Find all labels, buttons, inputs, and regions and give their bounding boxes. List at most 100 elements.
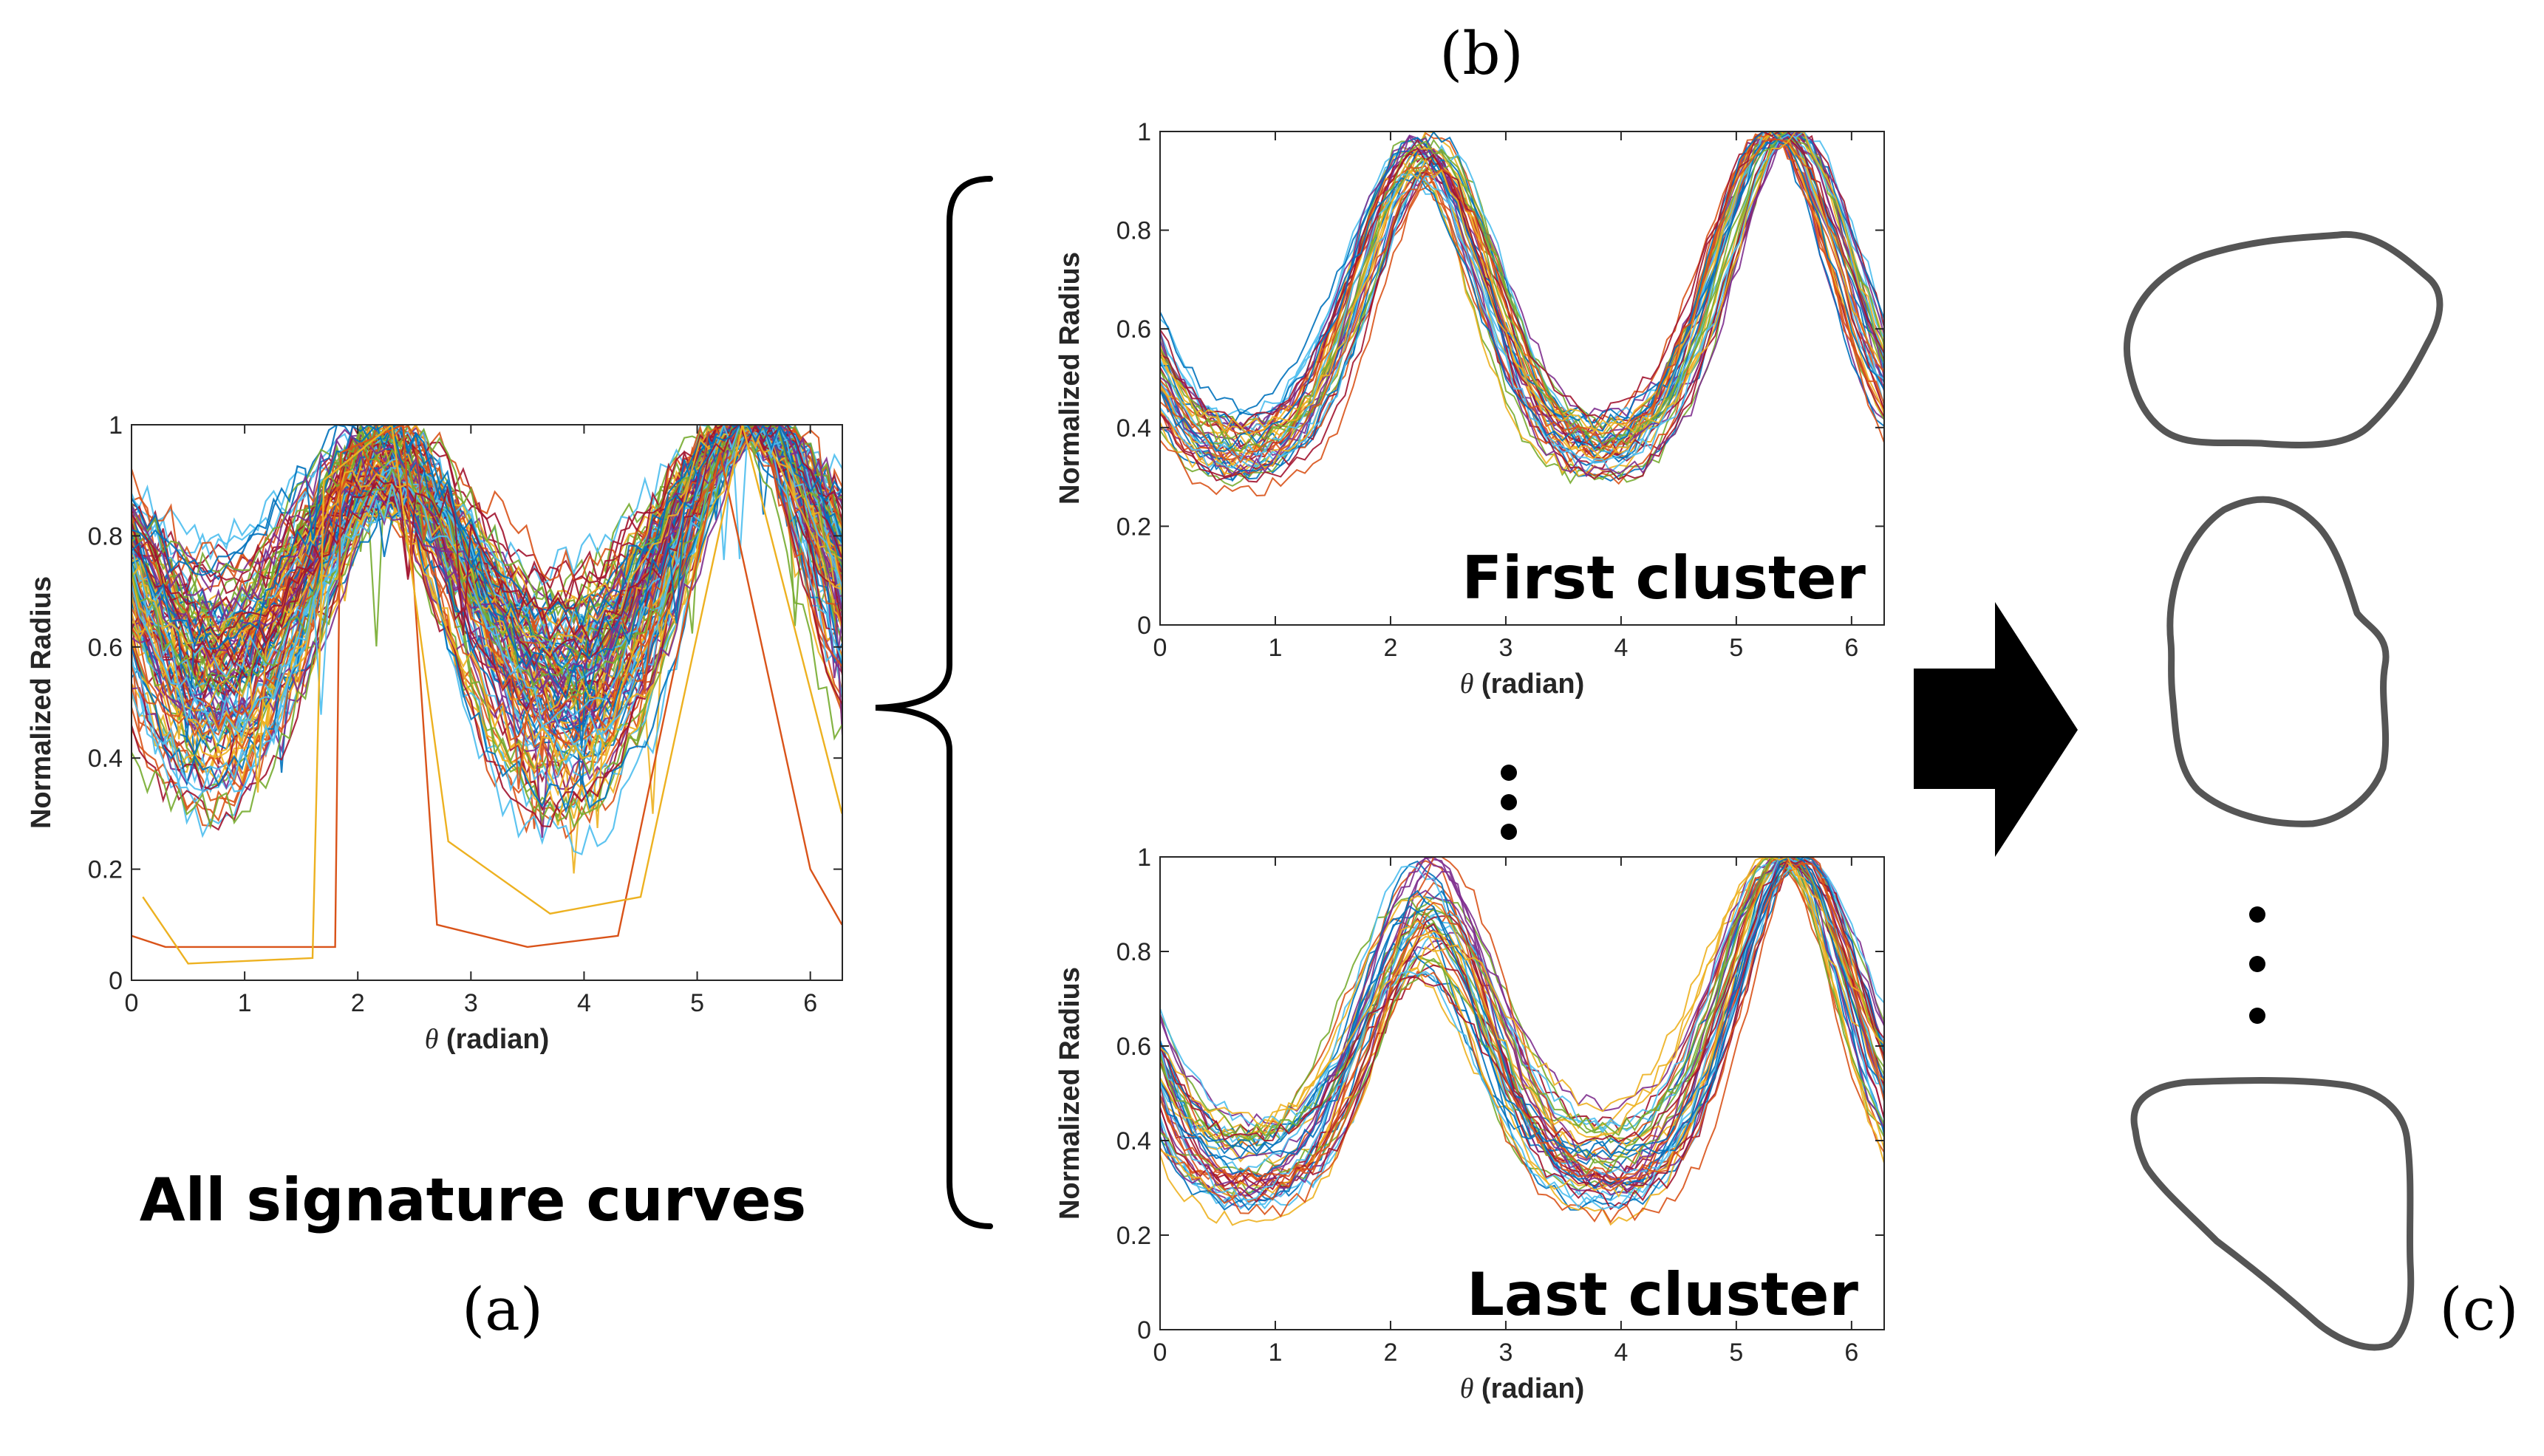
plot-frame — [131, 424, 843, 981]
series-group — [132, 425, 842, 965]
ellipsis-dot — [2249, 956, 2265, 972]
series-line — [1160, 131, 1884, 472]
series-line — [1160, 857, 1884, 1141]
chart-first-cluster: 0 1 2 3 4 5 6 0 0.2 0.4 0.6 0.8 1 θ (radian) Normalize… — [1054, 118, 1885, 700]
series-line — [1160, 131, 1884, 437]
series-line — [132, 425, 842, 700]
y-tick-label: 0.2 — [88, 856, 123, 884]
series-line — [1160, 857, 1884, 1197]
series-line — [1160, 131, 1884, 465]
series-line — [1160, 857, 1884, 1161]
x-tick-label: 5 — [1729, 634, 1743, 662]
x-axis-label: θ (radian) — [1460, 669, 1585, 700]
series-line — [1160, 131, 1884, 437]
series-line — [1160, 131, 1884, 464]
y-tick-label: 0.8 — [1116, 938, 1151, 966]
series-line — [1160, 857, 1884, 1128]
series-line — [1160, 131, 1884, 431]
x-tick-label: 2 — [351, 989, 365, 1017]
series-line — [1160, 131, 1884, 457]
cluster-annotation: Last cluster — [1467, 1260, 1859, 1329]
series-line — [1160, 131, 1884, 435]
x-tick-label: 6 — [1844, 1339, 1858, 1367]
x-tick-label: 0 — [125, 989, 139, 1017]
series-line — [1160, 131, 1884, 478]
y-tick-label: 0.6 — [88, 634, 123, 662]
series-line — [132, 425, 842, 703]
series-line — [132, 425, 842, 643]
x-tick-label: 2 — [1383, 1339, 1397, 1367]
series-line — [1160, 859, 1884, 1183]
shape-top — [2124, 230, 2444, 449]
x-tick-label: 6 — [803, 989, 817, 1017]
series-line — [1160, 131, 1884, 452]
ellipsis-dot — [2249, 1008, 2265, 1024]
series-line — [1160, 131, 1884, 434]
chart-all-signature-curves: 0 1 2 3 4 5 6 0 0.2 0.4 0.6 0.8 1 θ (radian) Normalize… — [26, 411, 843, 1055]
y-tick-label: 0.4 — [88, 745, 123, 773]
series-line-outlier-1 — [132, 425, 842, 949]
series-line — [1160, 131, 1884, 474]
x-tick-label: 1 — [238, 989, 252, 1017]
series-line — [132, 431, 842, 732]
cluster-annotation: First cluster — [1462, 544, 1866, 612]
arrow-right-icon — [1914, 602, 2078, 857]
shape-middle — [2166, 496, 2390, 827]
series-line — [1160, 857, 1884, 1197]
y-tick-label: 1 — [109, 411, 123, 440]
ellipsis-between-shapes — [2249, 906, 2265, 1024]
series-line — [132, 425, 842, 697]
series-line — [1160, 857, 1884, 1159]
y-tick-label: 0.6 — [1116, 1033, 1151, 1061]
brace — [875, 176, 993, 1229]
series-line — [1160, 135, 1884, 448]
y-axis-label: Normalized Radius — [1054, 252, 1085, 505]
series-line — [1160, 857, 1884, 1211]
x-tick-label: 4 — [1614, 634, 1628, 662]
y-tick-label: 0.4 — [1116, 414, 1151, 442]
y-tick-label: 1 — [1137, 118, 1151, 146]
panel-label-c: (c) — [2439, 1275, 2518, 1344]
series-line — [132, 425, 842, 792]
x-tick-label: 0 — [1153, 634, 1167, 662]
series-line — [1160, 134, 1884, 432]
y-tick-label: 0.2 — [1116, 513, 1151, 541]
series-line — [1160, 131, 1884, 457]
x-tick-label: 1 — [1269, 634, 1283, 662]
x-tick-label: 6 — [1844, 634, 1858, 662]
ellipsis-dot — [1501, 794, 1517, 810]
x-tick-label: 0 — [1153, 1339, 1167, 1367]
series-line — [1160, 138, 1884, 464]
series-line — [1160, 857, 1884, 1224]
x-tick-label: 1 — [1269, 1339, 1283, 1367]
ellipsis-between-clusters — [1501, 765, 1517, 840]
ellipsis-dot — [1501, 824, 1517, 840]
series-line — [132, 425, 842, 672]
series-line — [132, 425, 842, 750]
series-line — [1160, 857, 1884, 1203]
series-line — [1160, 857, 1884, 1175]
ellipsis-dot — [2249, 906, 2265, 923]
y-tick-label: 0.8 — [88, 522, 123, 550]
y-tick-label: 0.6 — [1116, 315, 1151, 344]
series-line — [1160, 857, 1884, 1189]
x-tick-label: 3 — [464, 989, 478, 1017]
series-line — [1160, 857, 1884, 1208]
panel-label-a: (a) — [462, 1275, 543, 1344]
shape-bottom — [2130, 1077, 2415, 1351]
series-line — [132, 425, 842, 874]
chart-last-cluster: 0 1 2 3 4 5 6 0 0.2 0.4 0.6 0.8 1 θ (radian) Normalize… — [1054, 844, 1885, 1404]
x-axis-label: θ (radian) — [425, 1024, 550, 1055]
series-line — [1160, 131, 1884, 452]
series-line — [132, 425, 842, 735]
x-tick-label: 5 — [1729, 1339, 1743, 1367]
x-tick-label: 3 — [1498, 1339, 1513, 1367]
series-line — [1160, 857, 1884, 1187]
y-tick-label: 0 — [1137, 612, 1151, 640]
x-tick-label: 4 — [1614, 1339, 1628, 1367]
series-line — [132, 425, 842, 657]
series-group — [1160, 857, 1884, 1226]
plot-frame — [1159, 856, 1885, 1330]
ellipsis-dot — [1501, 765, 1517, 781]
